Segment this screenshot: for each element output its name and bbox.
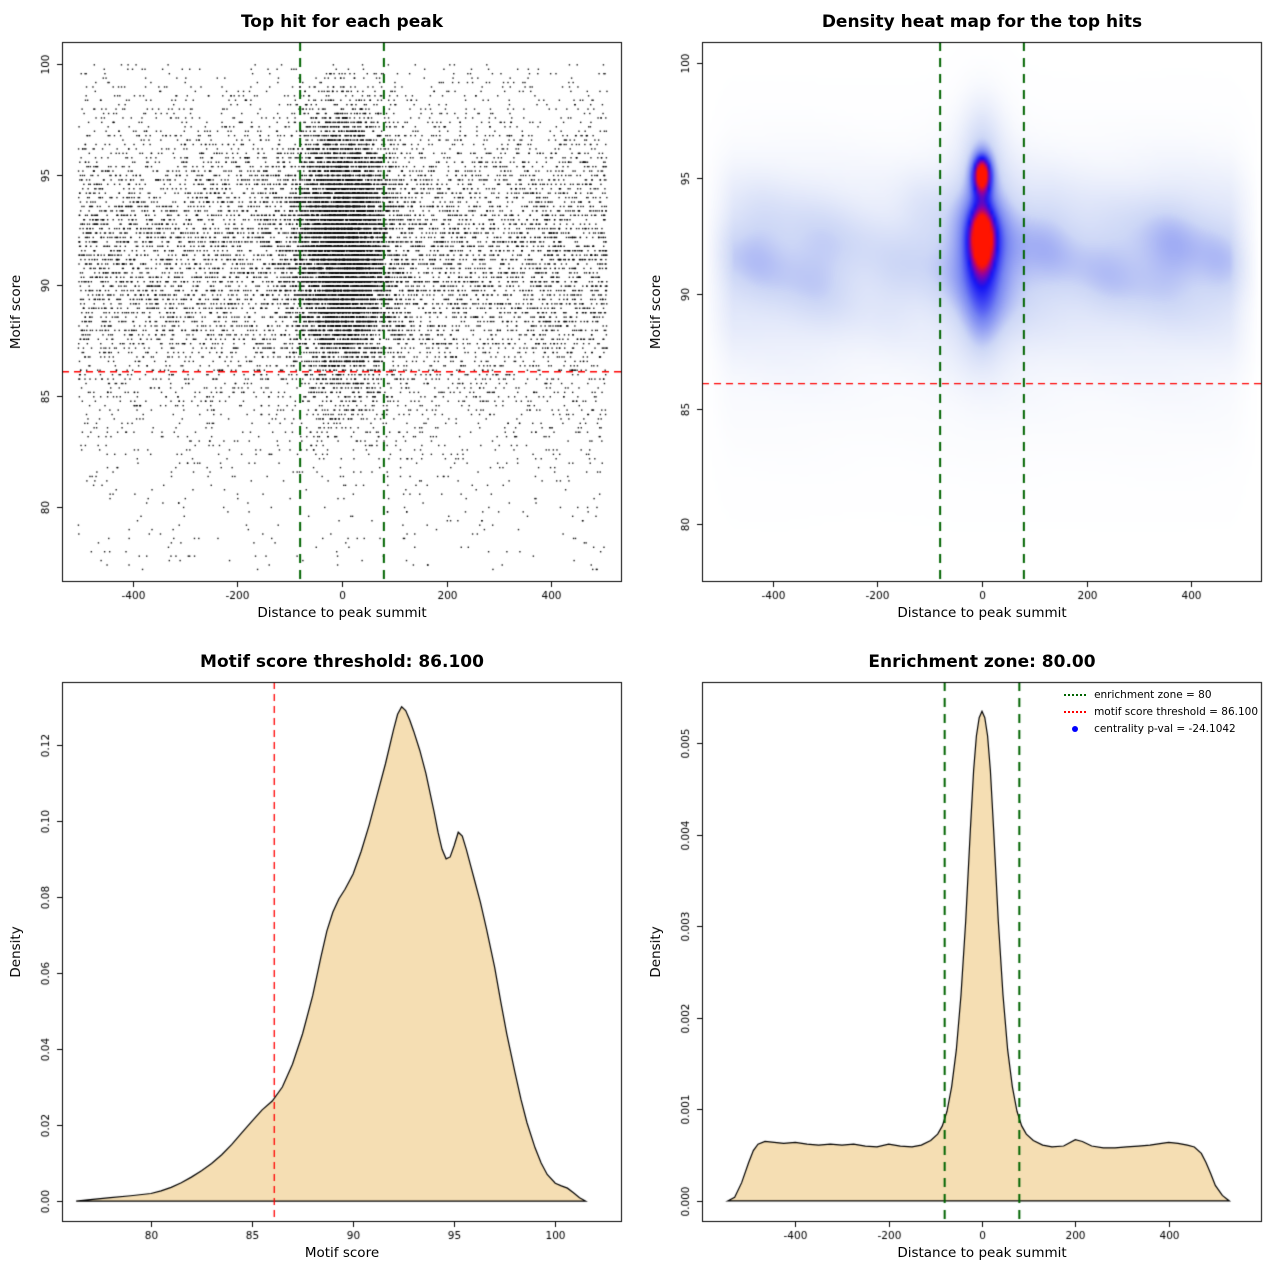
- panel-title: Enrichment zone: 80.00: [868, 652, 1096, 672]
- threshold-line-icon: [1064, 710, 1087, 713]
- legend-item-centrality-pval: centrality p-val = -24.1042: [1062, 720, 1258, 737]
- panel-title: Top hit for each peak: [240, 12, 444, 32]
- legend-marker-wrap: [1062, 710, 1088, 713]
- legend-label: motif score threshold = 86.100: [1094, 705, 1258, 718]
- legend-item-enrichment-zone: enrichment zone = 80: [1062, 686, 1258, 703]
- legend-item-motif-threshold: motif score threshold = 86.100: [1062, 703, 1258, 720]
- y-axis-label: Density: [8, 926, 24, 978]
- scatter-plot-canvas: [0, 0, 640, 640]
- heatmap-canvas: [640, 0, 1280, 640]
- score-density-canvas: [0, 640, 640, 1280]
- legend-label: enrichment zone = 80: [1094, 688, 1212, 701]
- enrichment-zone-line-icon: [1064, 693, 1087, 696]
- y-axis-label: Density: [648, 926, 664, 978]
- x-axis-label: Distance to peak summit: [897, 1245, 1067, 1261]
- legend-marker-wrap: [1062, 693, 1088, 696]
- y-axis-label: Motif score: [8, 274, 24, 350]
- panel-title: Motif score threshold: 86.100: [200, 652, 484, 672]
- y-axis-label: Motif score: [648, 274, 664, 350]
- distance-density-canvas: [640, 640, 1280, 1280]
- panel-top-hit-scatter: Top hit for each peak Distance to peak s…: [0, 0, 640, 640]
- panel-title: Density heat map for the top hits: [821, 12, 1143, 32]
- legend-label: centrality p-val = -24.1042: [1094, 722, 1236, 735]
- panel-distance-density: Enrichment zone: 80.00 Distance to peak …: [640, 640, 1280, 1280]
- centrality-point-icon: [1072, 725, 1079, 732]
- x-axis-label: Motif score: [304, 1245, 380, 1261]
- panel-density-heatmap: Density heat map for the top hits Distan…: [640, 0, 1280, 640]
- panel-motif-score-density: Motif score threshold: 86.100 Motif scor…: [0, 640, 640, 1280]
- x-axis-label: Distance to peak summit: [897, 605, 1067, 621]
- x-axis-label: Distance to peak summit: [257, 605, 427, 621]
- legend: enrichment zone = 80 motif score thresho…: [1062, 686, 1258, 737]
- legend-marker-wrap: [1062, 725, 1088, 732]
